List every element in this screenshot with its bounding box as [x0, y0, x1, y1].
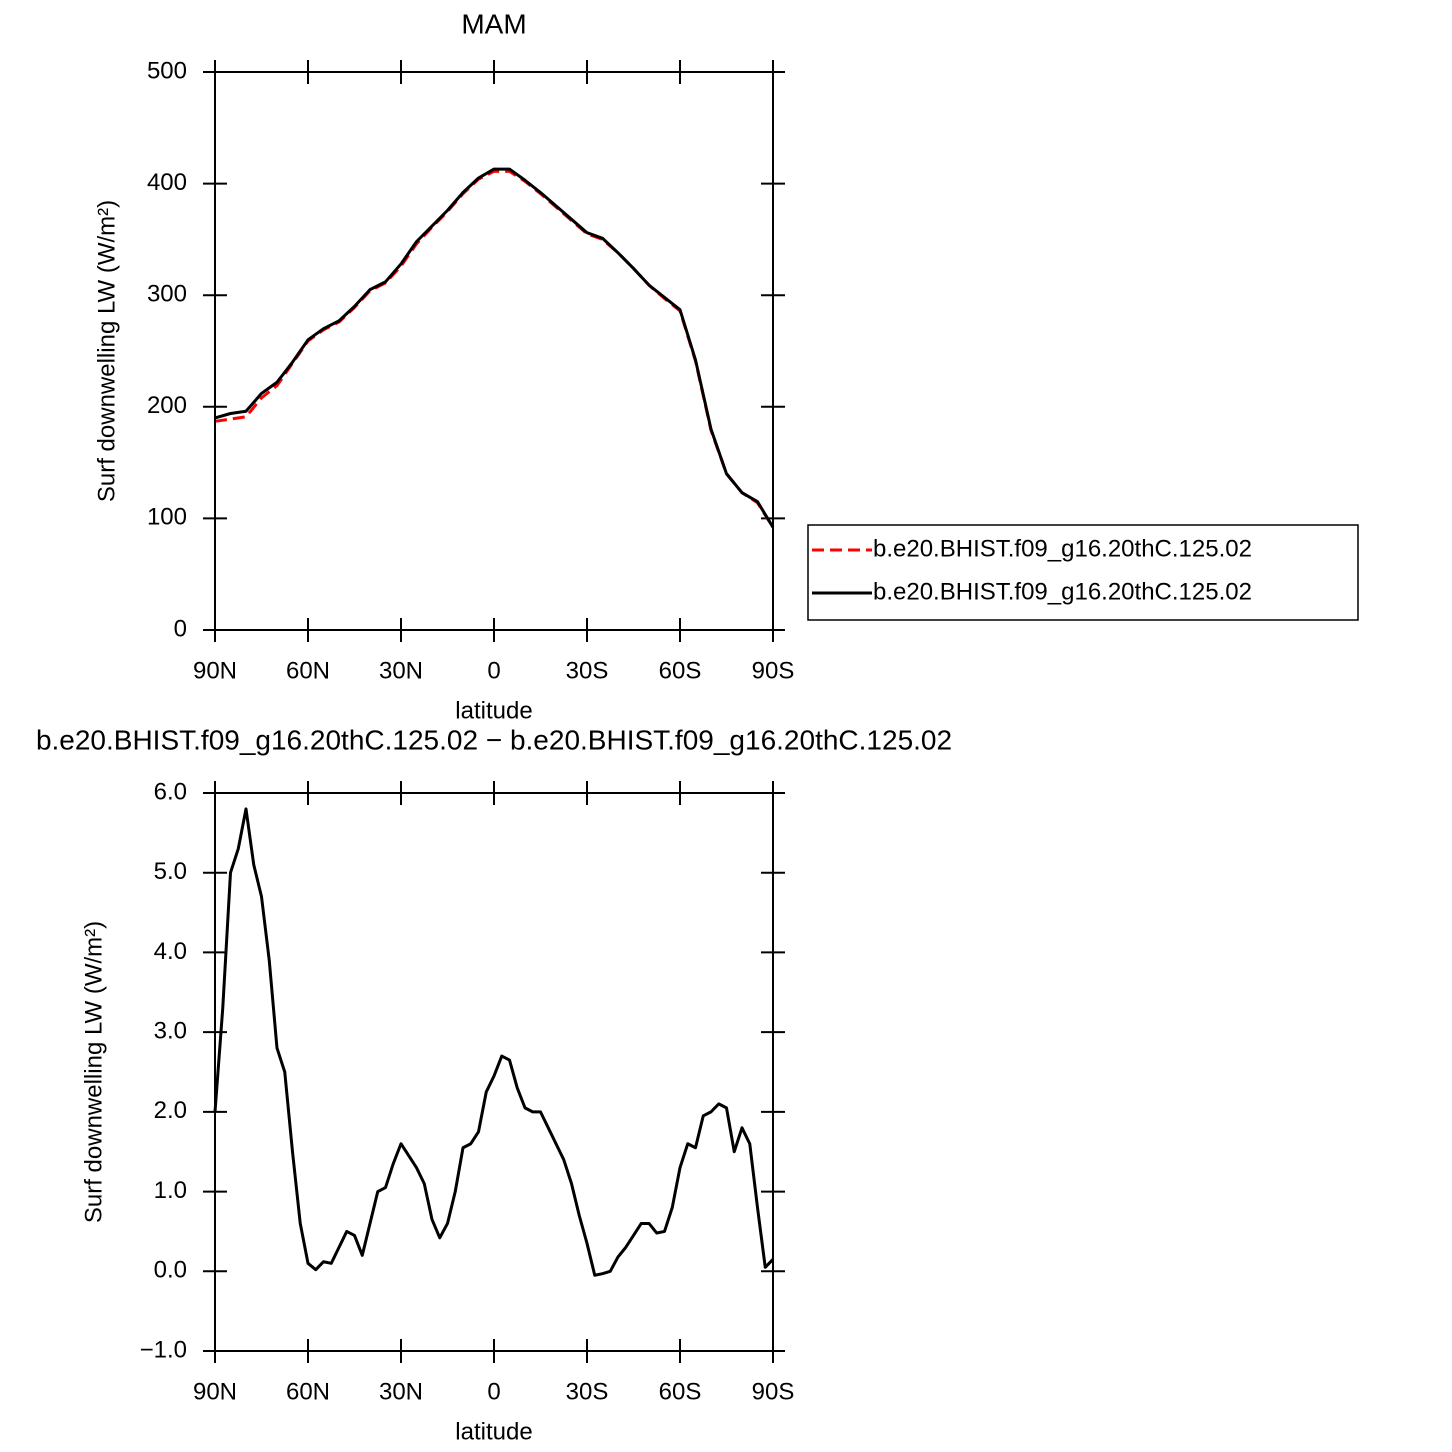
y-tick-label: 1.0 — [154, 1177, 187, 1204]
x-tick-label: 90S — [752, 657, 795, 684]
y-tick-label: 4.0 — [154, 938, 187, 965]
x-tick-label: 30S — [566, 1378, 609, 1405]
legend-label: b.e20.BHIST.f09_g16.20thC.125.02 — [873, 535, 1252, 562]
x-tick-label: 0 — [487, 1378, 500, 1405]
x-tick-label: 60S — [659, 657, 702, 684]
legend-box — [807, 524, 1359, 621]
y-tick-label: 300 — [147, 281, 187, 308]
chart-title: b.e20.BHIST.f09_g16.20thC.125.02 − b.e20… — [36, 724, 952, 755]
x-tick-label: 60S — [659, 1378, 702, 1405]
y-axis-label: Surf downwelling LW (W/m²) — [80, 921, 107, 1223]
data-line — [213, 807, 775, 1277]
y-tick-label: 0.0 — [154, 1257, 187, 1284]
x-tick-label: 30N — [379, 657, 423, 684]
legend-label: b.e20.BHIST.f09_g16.20thC.125.02 — [873, 578, 1252, 605]
y-tick-label: 3.0 — [154, 1017, 187, 1044]
y-tick-label: 500 — [147, 57, 187, 84]
y-tick-label: 200 — [147, 392, 187, 419]
x-tick-label: 90S — [752, 1378, 795, 1405]
x-tick-label: 60N — [286, 1378, 330, 1405]
y-tick-label: 2.0 — [154, 1097, 187, 1124]
y-tick-label: −1.0 — [140, 1336, 187, 1363]
x-axis-label: latitude — [455, 697, 532, 724]
x-tick-label: 30N — [379, 1378, 423, 1405]
x-tick-label: 60N — [286, 657, 330, 684]
x-tick-label: 0 — [487, 657, 500, 684]
y-tick-label: 5.0 — [154, 858, 187, 885]
x-tick-label: 30S — [566, 657, 609, 684]
y-tick-label: 100 — [147, 504, 187, 531]
y-axis-label: Surf downwelling LW (W/m²) — [93, 200, 120, 502]
x-tick-label: 90N — [193, 657, 237, 684]
data-line — [214, 169, 775, 529]
chart-title: MAM — [461, 8, 526, 39]
plot-frame — [214, 792, 774, 1352]
x-tick-label: 90N — [193, 1378, 237, 1405]
y-tick-label: 6.0 — [154, 778, 187, 805]
y-tick-label: 0 — [174, 615, 187, 642]
y-tick-label: 400 — [147, 169, 187, 196]
plot-frame — [214, 71, 774, 631]
x-axis-label: latitude — [455, 1418, 532, 1445]
data-line — [214, 167, 775, 529]
